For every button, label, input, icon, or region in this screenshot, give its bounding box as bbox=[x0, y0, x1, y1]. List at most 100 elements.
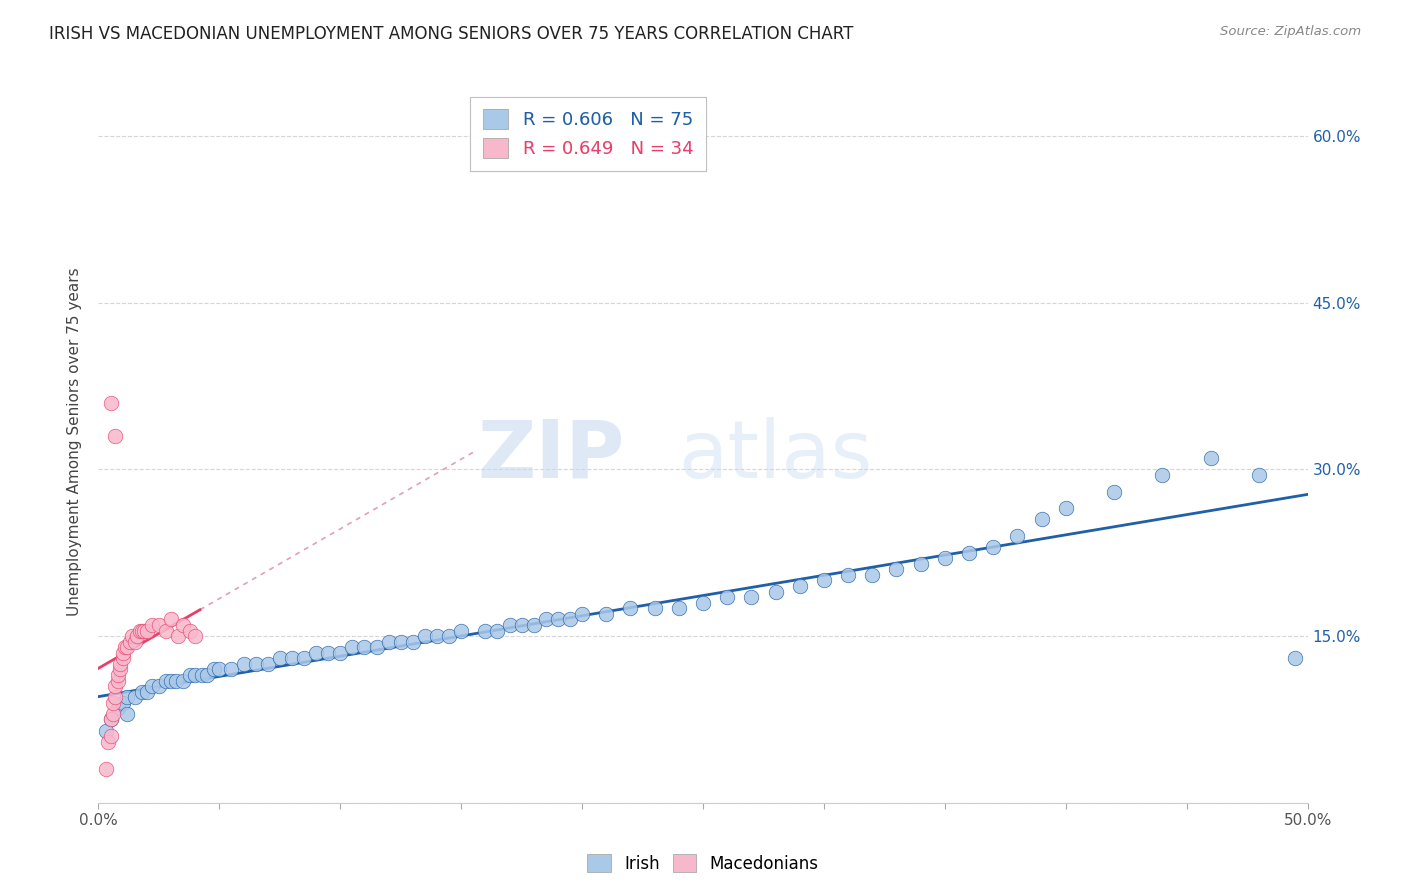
Point bbox=[124, 690, 146, 705]
Point bbox=[910, 557, 932, 571]
Point bbox=[128, 624, 150, 638]
Point bbox=[165, 673, 187, 688]
Point bbox=[167, 629, 190, 643]
Text: IRISH VS MACEDONIAN UNEMPLOYMENT AMONG SENIORS OVER 75 YEARS CORRELATION CHART: IRISH VS MACEDONIAN UNEMPLOYMENT AMONG S… bbox=[49, 25, 853, 43]
Point bbox=[111, 646, 134, 660]
Point bbox=[837, 568, 859, 582]
Point bbox=[179, 668, 201, 682]
Point bbox=[716, 590, 738, 604]
Point bbox=[957, 546, 980, 560]
Point bbox=[523, 618, 546, 632]
Point bbox=[1007, 529, 1029, 543]
Point bbox=[245, 657, 267, 671]
Point bbox=[141, 679, 163, 693]
Point bbox=[256, 657, 278, 671]
Y-axis label: Unemployment Among Seniors over 75 years: Unemployment Among Seniors over 75 years bbox=[67, 268, 83, 615]
Point bbox=[316, 646, 339, 660]
Point bbox=[104, 679, 127, 693]
Point bbox=[124, 634, 146, 648]
Point bbox=[329, 646, 352, 660]
Point bbox=[366, 640, 388, 655]
Point bbox=[131, 624, 153, 638]
Point bbox=[498, 618, 520, 632]
Point bbox=[100, 395, 122, 409]
Point bbox=[342, 640, 364, 655]
Point bbox=[305, 646, 328, 660]
Point bbox=[595, 607, 617, 621]
Point bbox=[117, 690, 139, 705]
Point bbox=[160, 673, 183, 688]
Point bbox=[148, 679, 170, 693]
Point bbox=[114, 640, 136, 655]
Point bbox=[107, 668, 129, 682]
Point bbox=[155, 673, 177, 688]
Point bbox=[141, 618, 163, 632]
Point bbox=[789, 579, 811, 593]
Point bbox=[107, 673, 129, 688]
Point bbox=[172, 673, 194, 688]
Point bbox=[486, 624, 509, 638]
Point bbox=[1031, 512, 1053, 526]
Point bbox=[117, 706, 139, 721]
Point bbox=[160, 612, 183, 626]
Point bbox=[121, 629, 143, 643]
Point bbox=[94, 763, 117, 777]
Point bbox=[184, 629, 207, 643]
Point bbox=[101, 706, 124, 721]
Point bbox=[644, 601, 666, 615]
Point bbox=[108, 662, 131, 676]
Point bbox=[221, 662, 243, 676]
Point bbox=[389, 634, 412, 648]
Point bbox=[100, 729, 122, 743]
Point bbox=[101, 696, 124, 710]
Point bbox=[118, 634, 141, 648]
Point bbox=[172, 618, 194, 632]
Point bbox=[813, 574, 835, 588]
Point bbox=[107, 701, 129, 715]
Point bbox=[558, 612, 581, 626]
Point bbox=[208, 662, 231, 676]
Point bbox=[1249, 467, 1271, 482]
Point bbox=[179, 624, 201, 638]
Point bbox=[195, 668, 218, 682]
Text: ZIP: ZIP bbox=[477, 417, 624, 495]
Point bbox=[413, 629, 436, 643]
Point bbox=[934, 551, 956, 566]
Point bbox=[100, 713, 122, 727]
Point bbox=[886, 562, 908, 576]
Point bbox=[619, 601, 641, 615]
Point bbox=[127, 629, 149, 643]
Point bbox=[232, 657, 254, 671]
Legend: Irish, Macedonians: Irish, Macedonians bbox=[581, 847, 825, 880]
Text: atlas: atlas bbox=[678, 417, 873, 495]
Point bbox=[148, 618, 170, 632]
Point bbox=[108, 657, 131, 671]
Point bbox=[269, 651, 291, 665]
Point bbox=[204, 662, 226, 676]
Point bbox=[402, 634, 425, 648]
Point bbox=[1284, 651, 1306, 665]
Point bbox=[534, 612, 557, 626]
Point bbox=[117, 640, 139, 655]
Point bbox=[510, 618, 533, 632]
Point bbox=[134, 624, 156, 638]
Point bbox=[94, 723, 117, 738]
Point bbox=[1199, 451, 1222, 466]
Point bbox=[1054, 501, 1077, 516]
Point bbox=[100, 713, 122, 727]
Point bbox=[155, 624, 177, 638]
Point bbox=[450, 624, 472, 638]
Point bbox=[135, 684, 157, 698]
Point bbox=[292, 651, 315, 665]
Point bbox=[437, 629, 460, 643]
Legend: R = 0.606   N = 75, R = 0.649   N = 34: R = 0.606 N = 75, R = 0.649 N = 34 bbox=[470, 96, 706, 170]
Point bbox=[860, 568, 883, 582]
Point bbox=[765, 584, 787, 599]
Point bbox=[377, 634, 399, 648]
Point bbox=[97, 734, 120, 748]
Point bbox=[668, 601, 690, 615]
Point bbox=[547, 612, 569, 626]
Point bbox=[131, 684, 153, 698]
Point bbox=[981, 540, 1004, 554]
Point bbox=[571, 607, 593, 621]
